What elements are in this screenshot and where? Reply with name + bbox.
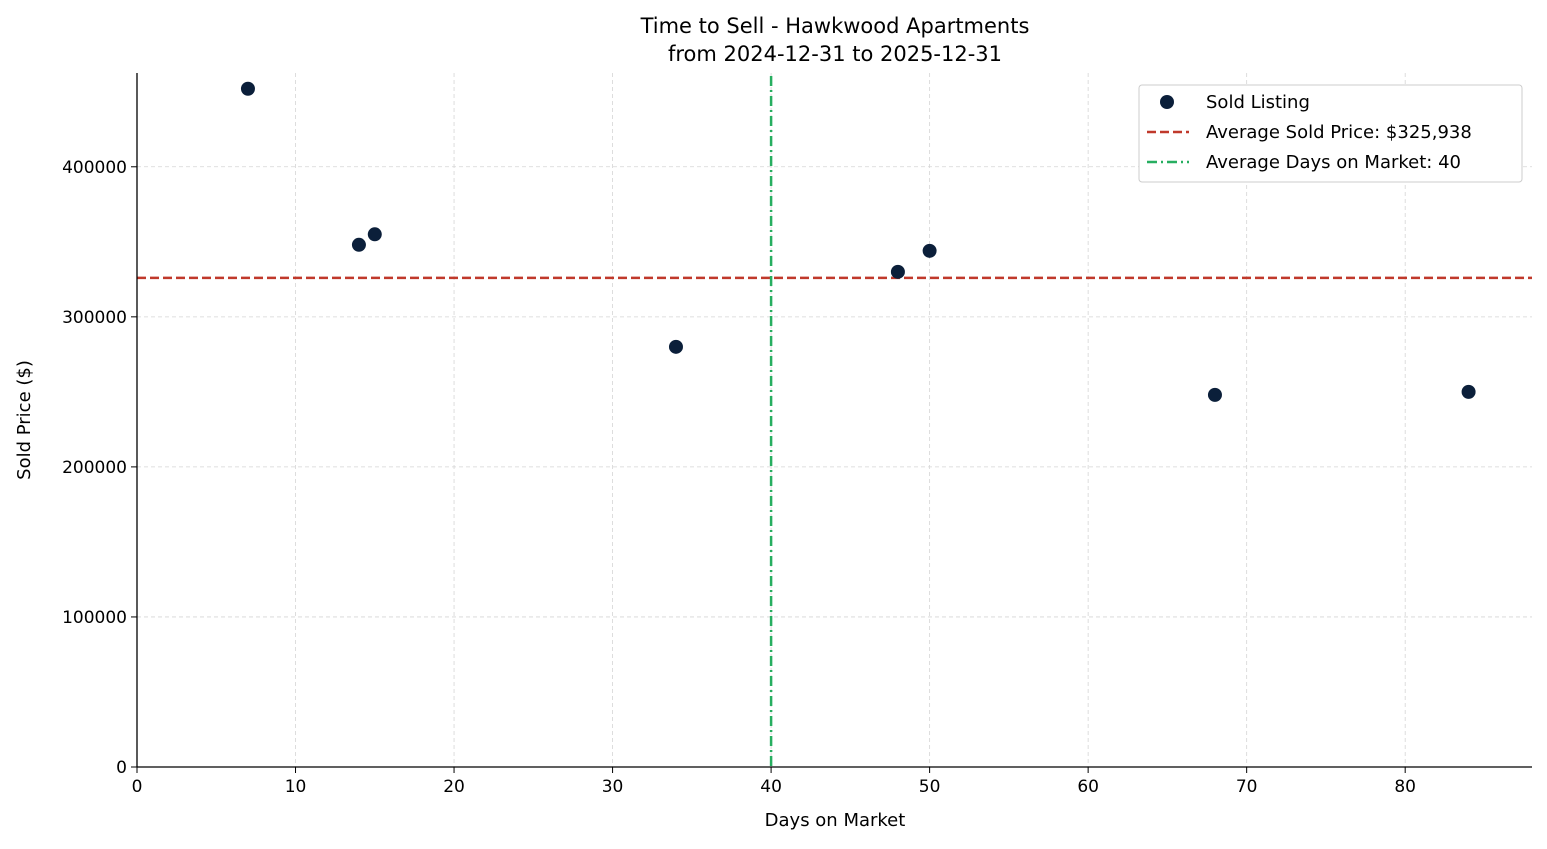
x-tick-label: 10 xyxy=(285,777,307,797)
x-tick-label: 0 xyxy=(132,777,143,797)
chart-subtitle: from 2024-12-31 to 2025-12-31 xyxy=(668,42,1002,66)
legend-box xyxy=(1138,84,1523,183)
legend-label: Sold Listing xyxy=(1206,92,1310,113)
y-tick-label: 200000 xyxy=(62,458,127,478)
data-point xyxy=(351,237,366,252)
chart-title: Time to Sell - Hawkwood Apartments xyxy=(640,14,1030,38)
legend-label: Average Sold Price: $325,938 xyxy=(1206,122,1472,143)
x-tick-label: 50 xyxy=(919,777,941,797)
x-tick-label: 60 xyxy=(1077,777,1099,797)
x-tick-label: 20 xyxy=(443,777,465,797)
y-tick-label: 0 xyxy=(116,758,127,778)
y-tick-label: 300000 xyxy=(62,308,127,328)
y-tick-label: 400000 xyxy=(62,158,127,178)
data-point xyxy=(668,339,683,354)
data-point xyxy=(1461,384,1476,399)
x-tick-label: 40 xyxy=(760,777,782,797)
y-tick-label: 100000 xyxy=(62,608,127,628)
legend-marker-sold-listing xyxy=(1160,95,1174,109)
grid xyxy=(137,73,1532,767)
data-point xyxy=(922,243,937,258)
data-point xyxy=(367,227,382,242)
data-point xyxy=(240,81,255,96)
x-tick-label: 70 xyxy=(1236,777,1258,797)
legend: Sold Listing Average Sold Price: $325,938… xyxy=(1138,84,1523,183)
data-point xyxy=(890,264,905,279)
reference-lines xyxy=(137,76,1532,767)
axes: 0 10 20 30 40 50 60 70 80 0 100000 200000 300000 4000… xyxy=(62,73,1532,797)
x-tick-label: 80 xyxy=(1394,777,1416,797)
y-axis-label: Sold Price ($) xyxy=(14,360,35,480)
x-axis-label: Days on Market xyxy=(765,810,906,831)
data-point xyxy=(1207,387,1222,402)
legend-label: Average Days on Market: 40 xyxy=(1206,152,1461,173)
x-tick-label: 30 xyxy=(602,777,624,797)
data-points xyxy=(240,81,1476,402)
